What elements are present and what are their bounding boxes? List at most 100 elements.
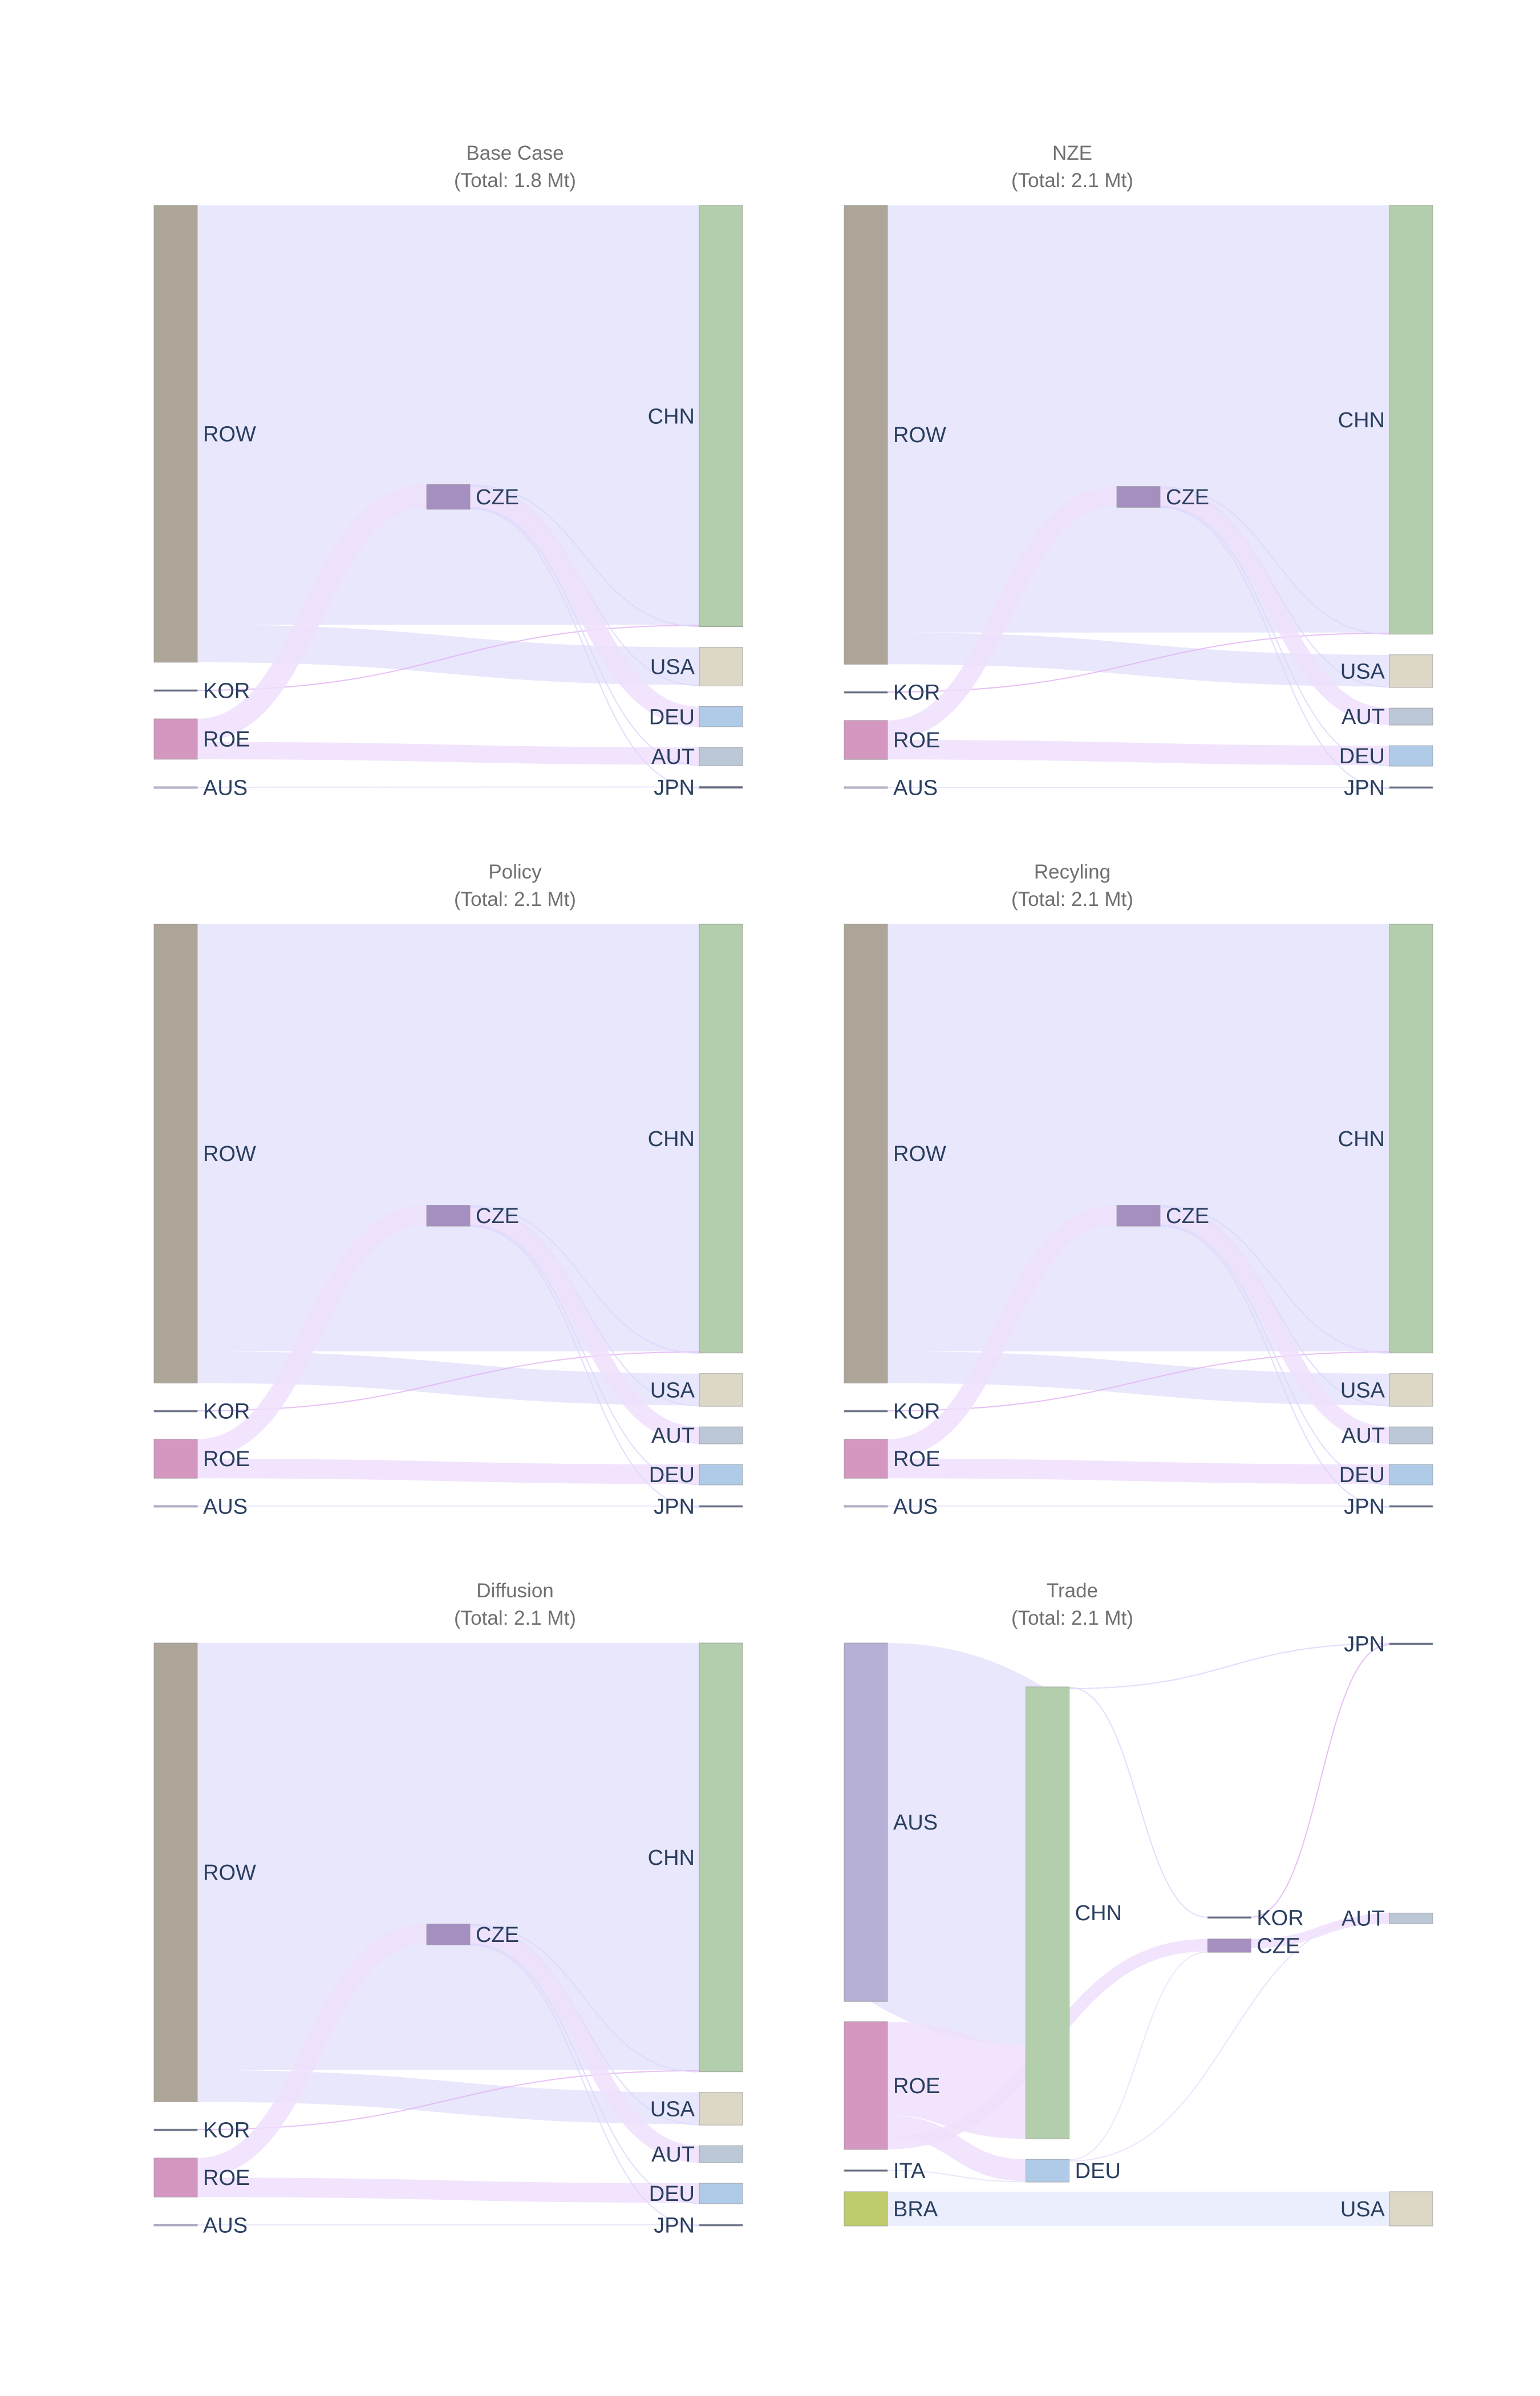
node-roe[interactable] bbox=[844, 1439, 888, 1479]
node-kor[interactable] bbox=[153, 1410, 198, 1412]
node-kor[interactable] bbox=[844, 1410, 888, 1412]
link-roe-to-deu[interactable] bbox=[887, 1459, 1390, 1484]
node-jpn[interactable] bbox=[699, 1505, 743, 1508]
link-cze-to-chn[interactable] bbox=[1160, 486, 1390, 635]
link-cze-to-jpn[interactable] bbox=[469, 508, 700, 789]
link-chn-to-kor[interactable] bbox=[1069, 1686, 1208, 1918]
node-cze[interactable] bbox=[426, 1205, 471, 1227]
link-cze-to-aut[interactable] bbox=[1160, 488, 1390, 726]
node-chn[interactable] bbox=[699, 1642, 743, 2073]
node-aut[interactable] bbox=[699, 2145, 743, 2163]
node-row[interactable] bbox=[153, 205, 198, 663]
node-row[interactable] bbox=[153, 1642, 198, 2102]
node-aut[interactable] bbox=[699, 747, 743, 766]
link-cze-to-chn[interactable] bbox=[1160, 1205, 1390, 1354]
node-usa[interactable] bbox=[1389, 1373, 1433, 1407]
link-cze-to-aut[interactable] bbox=[469, 1926, 700, 2163]
link-cze-to-deu[interactable] bbox=[469, 1224, 700, 1486]
link-roe-to-cze[interactable] bbox=[887, 486, 1117, 740]
link-roe-to-aut[interactable] bbox=[197, 742, 700, 765]
link-roe-to-cze[interactable] bbox=[197, 1205, 427, 1459]
node-aus[interactable] bbox=[844, 1642, 888, 2002]
link-cze-to-jpn[interactable] bbox=[469, 1225, 700, 1508]
link-roe-to-deu[interactable] bbox=[197, 2178, 700, 2203]
link-cze-to-aut[interactable] bbox=[1251, 1914, 1390, 1949]
node-aut[interactable] bbox=[1389, 1426, 1433, 1444]
node-row[interactable] bbox=[844, 924, 888, 1383]
node-deu[interactable] bbox=[1389, 745, 1433, 767]
link-roe-to-deu[interactable] bbox=[197, 1459, 700, 1484]
node-row[interactable] bbox=[153, 924, 198, 1383]
node-chn[interactable] bbox=[1026, 1686, 1070, 2139]
node-kor[interactable] bbox=[153, 689, 198, 692]
node-chn[interactable] bbox=[1389, 205, 1433, 635]
node-cze[interactable] bbox=[1207, 1938, 1251, 1953]
node-aus[interactable] bbox=[844, 786, 888, 789]
node-deu[interactable] bbox=[1026, 2159, 1070, 2183]
node-chn[interactable] bbox=[699, 924, 743, 1354]
link-chn-to-jpn[interactable] bbox=[1069, 1643, 1390, 1689]
link-cze-to-usa[interactable] bbox=[1160, 1206, 1390, 1407]
node-roe[interactable] bbox=[153, 1439, 198, 1479]
node-row[interactable] bbox=[844, 205, 888, 665]
link-cze-to-chn[interactable] bbox=[469, 484, 700, 628]
link-cze-to-jpn[interactable] bbox=[469, 1944, 700, 2227]
node-deu[interactable] bbox=[699, 1464, 743, 1486]
node-deu[interactable] bbox=[699, 2183, 743, 2204]
link-cze-to-aut[interactable] bbox=[469, 1207, 700, 1444]
link-cze-to-jpn[interactable] bbox=[1160, 1225, 1390, 1508]
link-roe-to-cze[interactable] bbox=[197, 484, 427, 742]
node-cze[interactable] bbox=[1116, 1205, 1161, 1227]
node-aus[interactable] bbox=[153, 786, 198, 789]
node-kor[interactable] bbox=[844, 691, 888, 694]
link-roe-to-cze[interactable] bbox=[197, 1924, 427, 2178]
node-jpn[interactable] bbox=[1389, 786, 1433, 789]
node-kor[interactable] bbox=[1207, 1916, 1251, 1919]
link-cze-to-usa[interactable] bbox=[469, 1206, 700, 1407]
link-deu-to-cze[interactable] bbox=[1069, 1951, 1208, 2161]
node-roe[interactable] bbox=[153, 718, 198, 760]
node-kor[interactable] bbox=[153, 2128, 198, 2131]
link-cze-to-deu[interactable] bbox=[1160, 1224, 1390, 1486]
node-roe[interactable] bbox=[844, 2021, 888, 2150]
node-jpn[interactable] bbox=[699, 2224, 743, 2227]
node-jpn[interactable] bbox=[1389, 1642, 1433, 1645]
link-cze-to-deu[interactable] bbox=[469, 1943, 700, 2204]
link-cze-to-deu[interactable] bbox=[469, 487, 700, 727]
node-aut[interactable] bbox=[699, 1426, 743, 1444]
node-chn[interactable] bbox=[699, 205, 743, 627]
link-roe-to-cze[interactable] bbox=[887, 1205, 1117, 1459]
node-aut[interactable] bbox=[1389, 707, 1433, 726]
node-bra[interactable] bbox=[844, 2191, 888, 2227]
link-kor-to-jpn[interactable] bbox=[1251, 1644, 1390, 1918]
link-cze-to-usa[interactable] bbox=[469, 1925, 700, 2126]
link-cze-to-jpn[interactable] bbox=[1160, 507, 1390, 789]
node-usa[interactable] bbox=[699, 2092, 743, 2126]
link-cze-to-chn[interactable] bbox=[469, 1205, 700, 1354]
node-jpn[interactable] bbox=[699, 786, 743, 789]
node-aut[interactable] bbox=[1389, 1912, 1433, 1924]
node-roe[interactable] bbox=[153, 2158, 198, 2197]
link-aus-to-chn[interactable] bbox=[853, 1643, 1061, 2046]
node-usa[interactable] bbox=[699, 1373, 743, 1407]
node-deu[interactable] bbox=[1389, 1464, 1433, 1486]
node-ita[interactable] bbox=[844, 2169, 888, 2172]
node-aus[interactable] bbox=[153, 2224, 198, 2227]
node-chn[interactable] bbox=[1389, 924, 1433, 1354]
node-jpn[interactable] bbox=[1389, 1505, 1433, 1508]
node-aus[interactable] bbox=[844, 1505, 888, 1508]
link-cze-to-aut[interactable] bbox=[1160, 1207, 1390, 1444]
link-ita-to-deu[interactable] bbox=[887, 2170, 1026, 2183]
node-usa[interactable] bbox=[699, 647, 743, 686]
link-cze-to-aut[interactable] bbox=[469, 507, 700, 766]
node-cze[interactable] bbox=[1116, 486, 1161, 508]
node-usa[interactable] bbox=[1389, 2191, 1433, 2227]
node-aus[interactable] bbox=[153, 1505, 198, 1508]
link-cze-to-deu[interactable] bbox=[1160, 505, 1390, 767]
node-cze[interactable] bbox=[426, 484, 471, 510]
link-cze-to-chn[interactable] bbox=[469, 1924, 700, 2073]
link-cze-to-usa[interactable] bbox=[1160, 487, 1390, 688]
node-cze[interactable] bbox=[426, 1924, 471, 1945]
node-roe[interactable] bbox=[844, 720, 888, 760]
node-usa[interactable] bbox=[1389, 654, 1433, 688]
